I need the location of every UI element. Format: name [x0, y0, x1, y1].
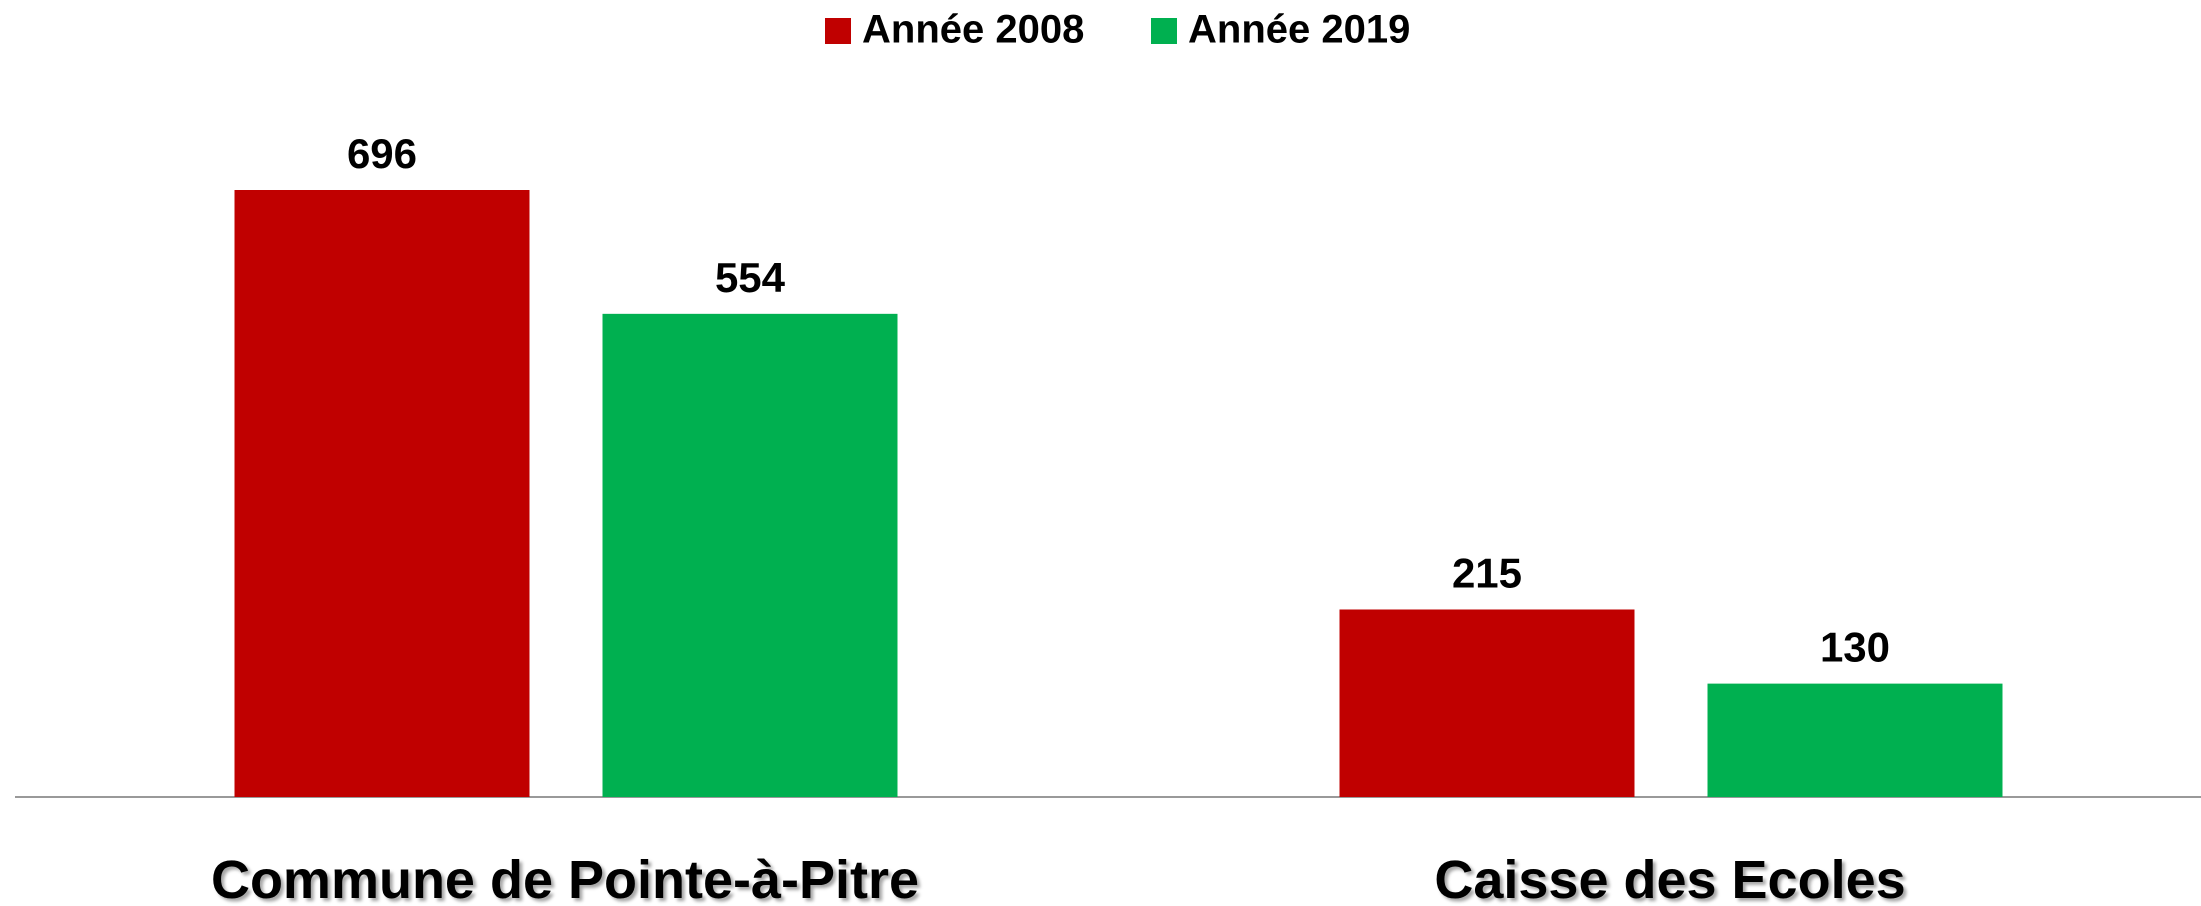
legend-swatch — [825, 18, 851, 44]
legend-swatch — [1151, 18, 1177, 44]
legend-text: Année 2008 — [862, 8, 1084, 52]
value-label: 696 — [347, 130, 417, 177]
bar — [234, 190, 530, 797]
value-label: 215 — [1452, 549, 1522, 596]
category-label: Commune de Pointe-à-Pitre — [211, 850, 919, 906]
value-label: 130 — [1820, 624, 1890, 671]
bar — [602, 313, 898, 797]
category-label: Caisse des Ecoles — [1434, 850, 1905, 906]
bar — [1707, 683, 2003, 797]
value-label: 554 — [715, 254, 786, 301]
legend-text: Année 2019 — [1188, 8, 1410, 52]
bar — [1339, 609, 1635, 797]
